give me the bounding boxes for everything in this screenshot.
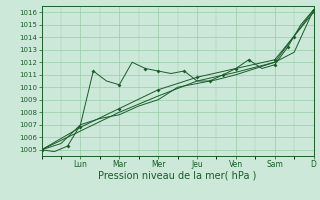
X-axis label: Pression niveau de la mer( hPa ): Pression niveau de la mer( hPa ) <box>99 171 257 181</box>
